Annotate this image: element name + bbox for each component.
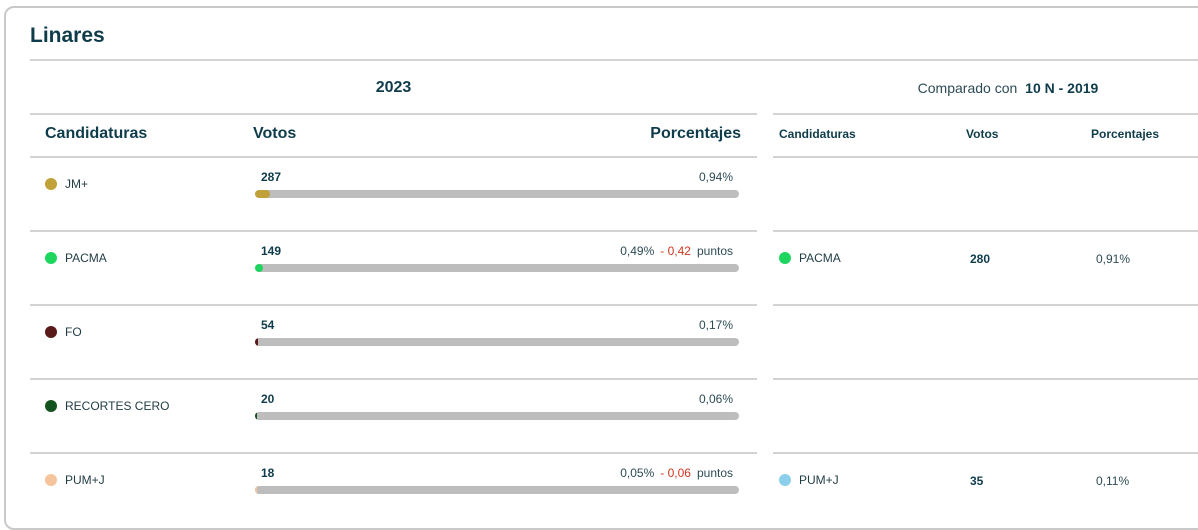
party-name: RECORTES CERO [65, 399, 170, 413]
percentage-value: 0,05% [620, 466, 655, 480]
row-divider-left [30, 452, 757, 454]
party-color-dot [45, 326, 57, 338]
prev-party-color-dot [779, 474, 791, 486]
prev-vote-count: 35 [970, 474, 984, 488]
delta-unit: puntos [696, 466, 733, 480]
vote-count: 54 [261, 318, 275, 332]
row-divider-right [773, 156, 1198, 158]
prev-vote-percentage: 0,91% [1096, 252, 1131, 266]
row-divider-left [30, 156, 757, 158]
vote-count: 287 [261, 170, 282, 184]
row-divider-right [773, 304, 1198, 306]
party-name: PUM+J [65, 473, 105, 487]
vote-percentage: 0,05% - 0,06 puntos [620, 466, 733, 480]
prev-vote-count: 280 [970, 252, 991, 266]
vote-percentage: 0,17% [699, 318, 733, 332]
party-color-dot [45, 400, 57, 412]
party-label: PUM+J [45, 473, 105, 487]
party-label: PACMA [45, 251, 107, 265]
header-divider-left [30, 113, 757, 115]
vote-bar-fill [255, 486, 258, 494]
prev-party-name: PUM+J [799, 473, 839, 487]
comparison-label: Comparado con 10 N - 2019 [773, 80, 1198, 96]
vote-bar-track [255, 412, 739, 420]
header-divider-right [773, 113, 1198, 115]
comparison-target: 10 N - 2019 [1025, 80, 1099, 96]
percentage-delta: - 0,06 [660, 466, 691, 480]
row-divider-right [773, 452, 1198, 454]
prev-col-header-party: Candidaturas [779, 127, 856, 141]
vote-bar-track [255, 338, 739, 346]
row-divider-left [30, 304, 757, 306]
party-name: FO [65, 325, 82, 339]
percentage-delta: - 0,42 [660, 244, 691, 258]
current-year-label: 2023 [375, 79, 412, 96]
col-header-party: Candidaturas [45, 125, 148, 142]
vote-count: 18 [261, 466, 275, 480]
percentage-value: 0,17% [698, 318, 733, 332]
prev-col-header-votes: Votos [966, 127, 999, 141]
delta-unit: puntos [696, 244, 733, 258]
party-color-dot [45, 178, 57, 190]
prev-party-color-dot [779, 252, 791, 264]
vote-bar-fill [255, 338, 258, 346]
percentage-value: 0,49% [620, 244, 655, 258]
comparison-prefix: Comparado con [917, 80, 1018, 96]
party-name: JM+ [65, 177, 89, 191]
percentage-value: 0,94% [698, 170, 733, 184]
prev-party-name: PACMA [799, 251, 841, 265]
row-divider-right [773, 378, 1198, 380]
vote-bar-track [255, 264, 739, 272]
page-title: Linares [30, 24, 105, 47]
percentage-value: 0,06% [698, 392, 733, 406]
row-divider-left [30, 378, 757, 380]
vote-bar-track [255, 190, 739, 198]
party-label: FO [45, 325, 82, 339]
party-color-dot [45, 252, 57, 264]
col-header-pct: Porcentajes [650, 125, 741, 142]
prev-party-label: PUM+J [779, 473, 839, 487]
party-name: PACMA [65, 251, 107, 265]
vote-percentage: 0,06% [699, 392, 733, 406]
title-divider [30, 59, 1198, 61]
party-color-dot [45, 474, 57, 486]
prev-vote-percentage: 0,11% [1096, 474, 1130, 488]
party-label: RECORTES CERO [45, 399, 169, 413]
vote-bar-fill [255, 190, 271, 198]
prev-party-label: PACMA [779, 251, 841, 265]
vote-percentage: 0,94% [699, 170, 733, 184]
prev-col-header-pct: Porcentajes [1091, 127, 1160, 141]
vote-percentage: 0,49% - 0,42 puntos [620, 244, 733, 258]
vote-bar-fill [255, 412, 258, 420]
vote-bar-track [255, 486, 739, 494]
row-divider-right [773, 230, 1198, 232]
row-divider-left [30, 230, 757, 232]
vote-count: 20 [261, 392, 275, 406]
vote-count: 149 [261, 244, 282, 258]
col-header-votes: Votos [253, 125, 297, 142]
party-label: JM+ [45, 177, 88, 191]
vote-bar-fill [255, 264, 263, 272]
